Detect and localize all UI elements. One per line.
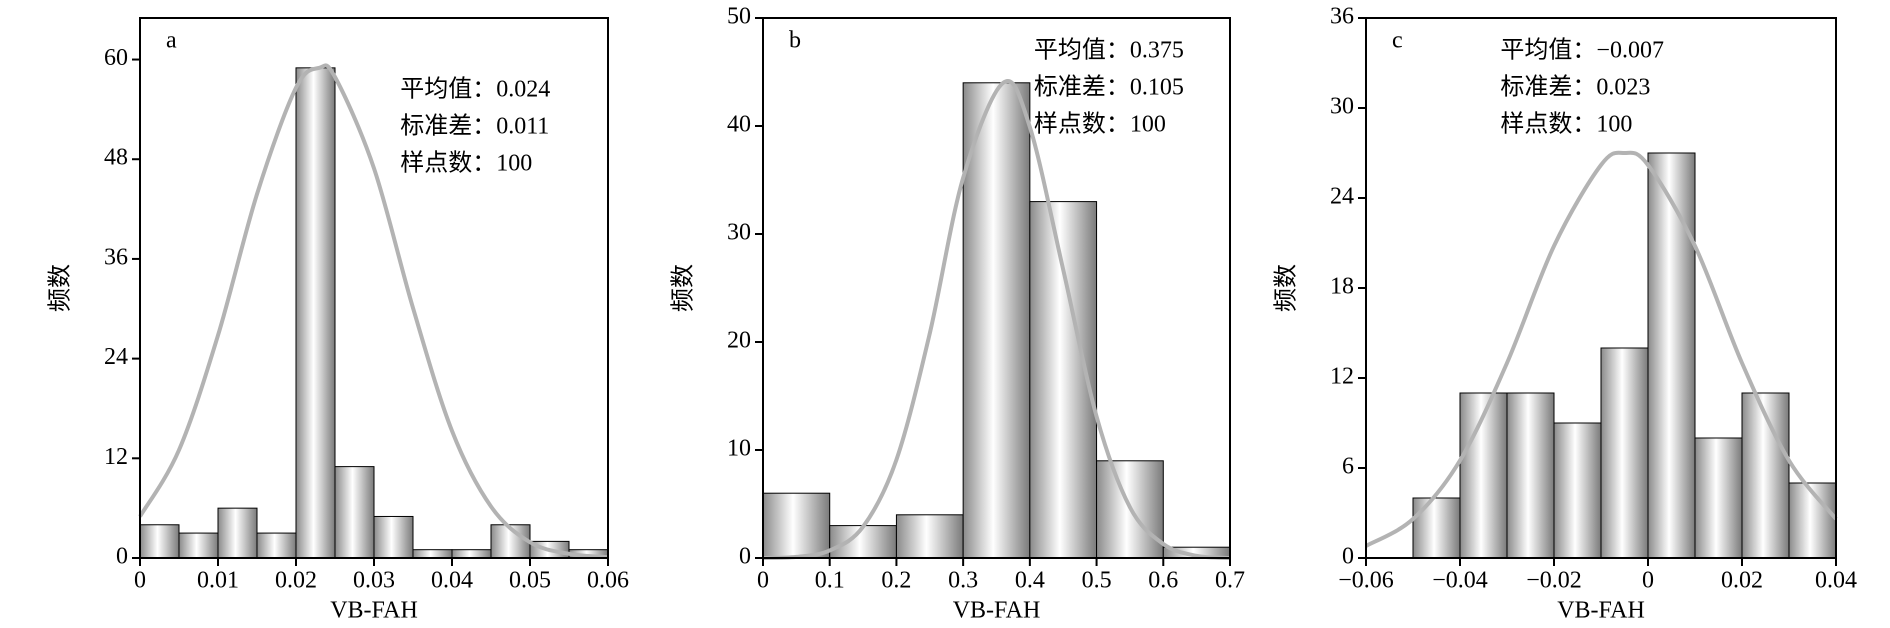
y-tick-label: 18 — [1330, 274, 1354, 300]
x-tick-label: 0 — [757, 568, 769, 594]
x-tick-label: −0.02 — [1526, 568, 1582, 594]
y-tick-label: 12 — [1330, 364, 1354, 390]
x-tick-label: 0.01 — [197, 568, 239, 594]
y-tick-label: 30 — [1330, 94, 1354, 120]
y-tick-label: 36 — [104, 244, 128, 270]
y-tick-label: 10 — [727, 436, 751, 462]
bar — [1459, 392, 1508, 559]
annotation: 平均值：0.024 — [400, 76, 550, 103]
bar — [256, 532, 297, 559]
x-tick-label: −0.04 — [1432, 568, 1488, 594]
bar — [295, 67, 336, 559]
annotation: 标准差：0.023 — [1500, 74, 1650, 101]
x-tick-label: 0.3 — [948, 568, 978, 594]
x-tick-label: 0.6 — [1148, 568, 1178, 594]
bar — [1694, 437, 1743, 559]
x-axis-label: VB-FAH — [953, 598, 1041, 624]
y-tick-label: 50 — [727, 4, 751, 30]
y-tick-label: 0 — [739, 544, 751, 570]
bar — [1741, 392, 1790, 559]
panel-label: c — [1392, 28, 1403, 54]
fit-curve — [138, 63, 609, 560]
y-tick-label: 30 — [727, 220, 751, 246]
x-tick-label: 0.04 — [1815, 568, 1857, 594]
y-axis-label: 频数 — [47, 264, 74, 312]
bar — [1506, 392, 1555, 559]
y-tick-label: 0 — [1342, 544, 1354, 570]
bar — [139, 524, 180, 559]
fit-curve — [1365, 150, 1838, 548]
bar — [1412, 497, 1461, 559]
fit-curve — [762, 79, 1231, 560]
y-tick-label: 36 — [1330, 4, 1354, 30]
y-tick-label: 6 — [1342, 454, 1354, 480]
bar — [1647, 152, 1696, 559]
x-tick-label: 0 — [134, 568, 146, 594]
x-tick-label: 0.06 — [587, 568, 629, 594]
y-tick-label: 24 — [1330, 184, 1354, 210]
y-tick-label: 40 — [727, 112, 751, 138]
y-tick-label: 0 — [116, 544, 128, 570]
x-tick-label: 0.02 — [275, 568, 317, 594]
y-axis-label: 频数 — [1273, 264, 1300, 312]
x-tick-label: 0.03 — [353, 568, 395, 594]
y-tick-label: 24 — [104, 344, 128, 370]
bar — [829, 525, 897, 559]
bar — [373, 515, 414, 559]
x-axis-label: VB-FAH — [330, 598, 418, 624]
annotation: 标准差：0.011 — [400, 113, 549, 140]
bar — [334, 466, 375, 559]
annotation: 样点数：100 — [1034, 111, 1166, 138]
bar — [1788, 482, 1837, 559]
bar — [217, 507, 258, 559]
annotation: 样点数：100 — [1500, 111, 1632, 138]
annotation: 标准差：0.105 — [1034, 74, 1184, 101]
bar — [962, 82, 1031, 559]
y-tick-label: 60 — [104, 45, 128, 71]
x-tick-label: 0.7 — [1215, 568, 1245, 594]
y-axis-label: 频数 — [670, 264, 697, 312]
x-tick-label: 0.2 — [881, 568, 911, 594]
bar — [762, 492, 831, 559]
x-tick-label: 0.02 — [1721, 568, 1763, 594]
bar — [178, 532, 219, 559]
bar — [1553, 422, 1602, 559]
annotation: 平均值：0.375 — [1034, 37, 1184, 64]
y-tick-label: 12 — [104, 444, 128, 470]
y-tick-label: 20 — [727, 328, 751, 354]
x-axis-label: VB-FAH — [1557, 598, 1645, 624]
x-tick-label: 0.05 — [509, 568, 551, 594]
plot-frame — [762, 17, 1231, 559]
x-tick-label: 0.4 — [1015, 568, 1045, 594]
x-tick-label: 0.1 — [815, 568, 845, 594]
bar — [412, 549, 453, 559]
x-tick-label: 0.04 — [431, 568, 473, 594]
bar — [895, 514, 964, 559]
panel-label: b — [789, 28, 801, 54]
annotation: 平均值：−0.007 — [1500, 37, 1664, 64]
panel-label: a — [166, 28, 177, 54]
bar — [1600, 347, 1649, 559]
x-tick-label: 0.5 — [1082, 568, 1112, 594]
annotation: 样点数：100 — [400, 150, 532, 177]
bar — [451, 549, 492, 559]
y-tick-label: 48 — [104, 145, 128, 171]
x-tick-label: −0.06 — [1338, 568, 1394, 594]
x-tick-label: 0 — [1642, 568, 1654, 594]
